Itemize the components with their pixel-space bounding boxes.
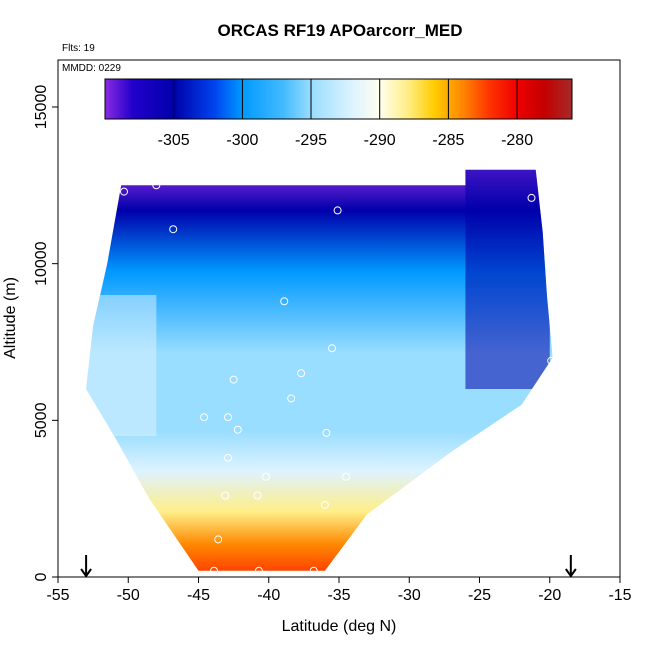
sample-point	[169, 225, 178, 234]
sample-point	[152, 181, 161, 190]
sample-point	[120, 187, 128, 196]
colorbar-tick-label: -300	[226, 132, 258, 149]
sample-point	[322, 428, 331, 437]
y-tick-label: 5000	[33, 402, 50, 438]
sample-point	[200, 413, 209, 422]
x-axis: -55 -50 -45 -40 -35 -30 -25 -20 -15	[46, 577, 632, 604]
y-tick-label: 0	[33, 572, 50, 581]
sample-point	[233, 425, 242, 434]
y-tick-label: 10000	[33, 241, 50, 286]
sample-point	[333, 206, 342, 215]
sample-point	[261, 472, 270, 481]
x-tick-label: -20	[538, 587, 561, 604]
x-axis-label: Latitude (deg N)	[282, 618, 397, 635]
sample-point	[342, 472, 350, 481]
flight-marker-arrow	[80, 555, 92, 578]
flights-annotation: Flts: 19	[62, 43, 95, 54]
x-tick-label: -50	[117, 587, 140, 604]
flight-markers	[80, 555, 577, 578]
colorbar-frame	[104, 78, 573, 120]
mmdd-annotation: MMDD: 0229	[62, 63, 121, 74]
x-tick-label: -15	[608, 587, 631, 604]
sample-point	[280, 297, 289, 306]
sample-points	[120, 175, 556, 575]
field-north-band	[465, 169, 550, 389]
sample-point	[210, 566, 218, 575]
sample-point	[527, 193, 536, 202]
sample-point	[297, 369, 306, 378]
sample-point	[547, 356, 556, 365]
colorbar-tick-label: -285	[432, 132, 464, 149]
sample-point	[221, 491, 230, 500]
colorbar: -305 -300 -295 -290 -285 -280	[104, 78, 573, 149]
x-tick-label: -55	[46, 587, 69, 604]
sample-point	[320, 500, 329, 509]
y-axis: 0 5000 10000 15000	[33, 85, 58, 581]
sample-point	[328, 344, 336, 353]
sample-point	[326, 175, 335, 184]
sample-point	[254, 566, 263, 575]
x-tick-label: -35	[327, 587, 350, 604]
sample-point	[309, 566, 318, 575]
colorbar-tick-label: -290	[364, 132, 396, 149]
x-tick-label: -45	[187, 587, 210, 604]
flight-marker-arrow	[565, 555, 577, 578]
x-tick-label: -30	[398, 587, 421, 604]
colorbar-tick-label: -305	[158, 132, 190, 149]
x-tick-label: -25	[468, 587, 491, 604]
x-tick-label: -40	[257, 587, 280, 604]
y-axis-label: Altitude (m)	[2, 277, 19, 359]
sample-point	[229, 375, 238, 384]
colorbar-tick-label: -280	[501, 132, 533, 149]
sample-point	[214, 535, 223, 544]
sample-point	[224, 413, 232, 422]
plot-area: MMDD: 0229 -305 -300 -295 -290 -285 -280 -55-…	[33, 59, 632, 604]
colorbar-fill	[105, 79, 572, 119]
sample-point	[287, 394, 296, 403]
sample-point	[253, 491, 262, 500]
sample-point	[224, 453, 232, 462]
chart-title: ORCAS RF19 APOarcorr_MED	[218, 21, 463, 40]
colorbar-tick-label: -295	[295, 132, 327, 149]
y-tick-label: 15000	[33, 85, 50, 130]
